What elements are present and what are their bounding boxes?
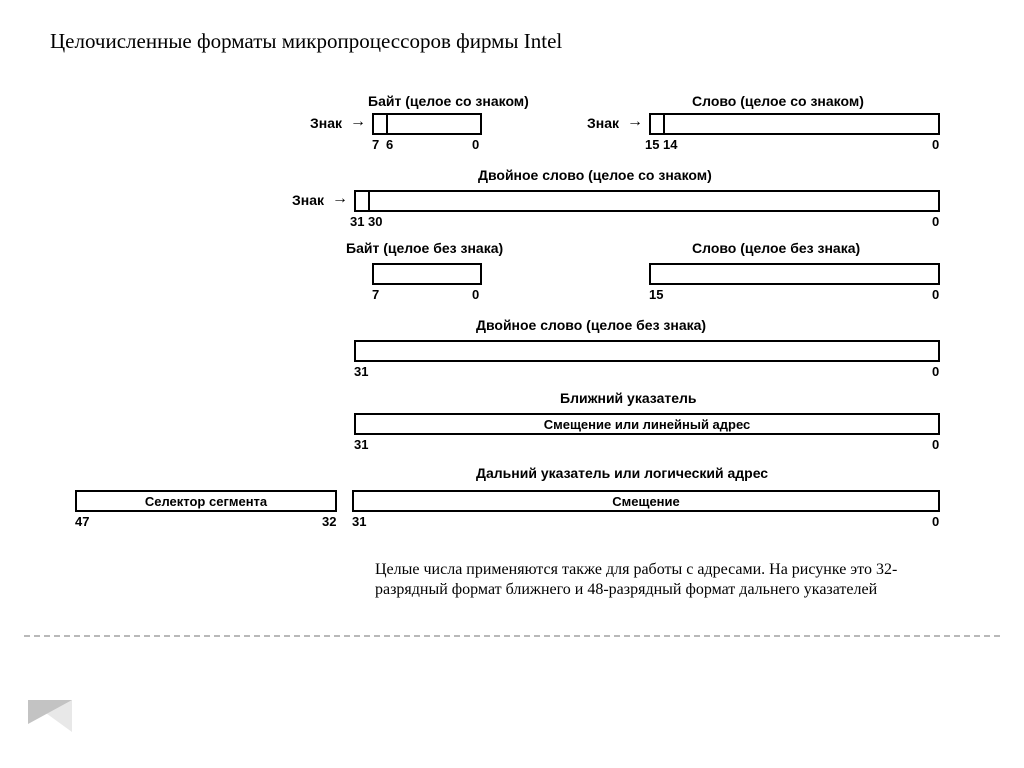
box-dword-unsigned xyxy=(354,340,940,362)
tick: 0 xyxy=(932,514,939,529)
tick: 0 xyxy=(932,437,939,452)
tick: 31 xyxy=(354,437,368,452)
box-byte-unsigned xyxy=(372,263,482,285)
sign-label-1: Знак xyxy=(310,115,342,131)
label-near-ptr: Ближний указатель xyxy=(560,390,697,406)
page-corner-icon xyxy=(28,700,72,737)
label-byte-signed: Байт (целое со знаком) xyxy=(368,93,529,109)
tick: 0 xyxy=(472,137,479,152)
tick: 31 xyxy=(354,364,368,379)
off-text: Смещение xyxy=(612,494,680,509)
sign-label-2: Знак xyxy=(587,115,619,131)
label-byte-unsigned: Байт (целое без знака) xyxy=(346,240,503,256)
tick: 30 xyxy=(368,214,382,229)
label-word-signed: Слово (целое со знаком) xyxy=(692,93,864,109)
sign-divider xyxy=(386,115,388,133)
tick: 31 xyxy=(350,214,364,229)
box-byte-signed xyxy=(372,113,482,135)
arrow-icon-1: → xyxy=(350,113,366,131)
box-far-off: Смещение xyxy=(352,490,940,512)
tick: 7 xyxy=(372,287,379,302)
arrow-icon-3: → xyxy=(332,190,348,208)
label-dword-unsigned: Двойное слово (целое без знака) xyxy=(476,317,706,333)
t2: слово (целое без знака) xyxy=(536,317,706,333)
sign-divider xyxy=(368,192,370,210)
tick: 7 xyxy=(372,137,379,152)
box-near-ptr: Смещение или линейный адрес xyxy=(354,413,940,435)
tick: 0 xyxy=(932,137,939,152)
seg-text: Селектор сегмента xyxy=(145,494,267,509)
label-word-unsigned: Слово (целое без знака) xyxy=(692,240,860,256)
t2: без xyxy=(433,240,456,256)
t1: Двойное xyxy=(476,317,536,333)
page: Целочисленные форматы микропроцессоров ф… xyxy=(0,0,1024,768)
tick: 15 xyxy=(645,137,659,152)
dashed-separator xyxy=(24,635,1000,637)
label-far-ptr: Дальний указатель или логический адрес xyxy=(476,465,768,481)
t3: знака) xyxy=(457,240,504,256)
tick: 14 xyxy=(663,137,677,152)
tick: 6 xyxy=(386,137,393,152)
tick: 32 xyxy=(322,514,336,529)
near-ptr-text: Смещение или линейный адрес xyxy=(544,417,751,432)
page-title: Целочисленные форматы микропроцессоров ф… xyxy=(50,29,562,54)
arrow-icon-2: → xyxy=(627,113,643,131)
tick: 0 xyxy=(932,364,939,379)
t1: Байт (целое xyxy=(346,240,433,256)
tick: 0 xyxy=(932,214,939,229)
box-dword-signed xyxy=(354,190,940,212)
label-dword-signed: Двойное слово (целое со знаком) xyxy=(478,167,712,183)
tick: 0 xyxy=(932,287,939,302)
footnote-text: Целые числа применяются также для работы… xyxy=(375,560,930,600)
tick: 47 xyxy=(75,514,89,529)
box-word-unsigned xyxy=(649,263,940,285)
box-word-signed xyxy=(649,113,940,135)
sign-label-3: Знак xyxy=(292,192,324,208)
tick: 0 xyxy=(472,287,479,302)
tick: 15 xyxy=(649,287,663,302)
tick: 31 xyxy=(352,514,366,529)
box-far-seg: Селектор сегмента xyxy=(75,490,337,512)
sign-divider xyxy=(663,115,665,133)
